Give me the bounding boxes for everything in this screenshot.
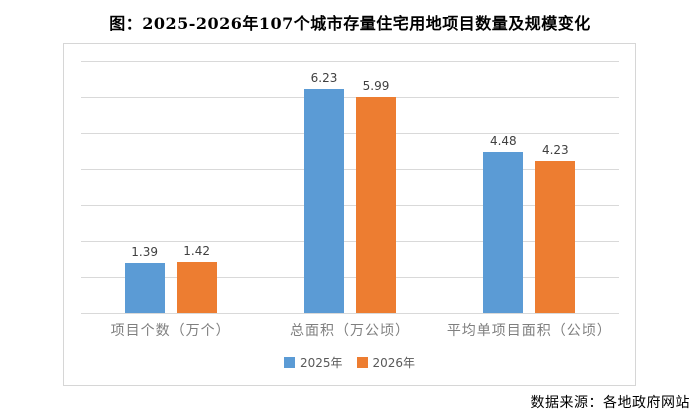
gridline: [81, 277, 619, 278]
bar-2025年: [124, 262, 165, 313]
bar-2026年: [535, 160, 576, 313]
legend-label: 2026年: [372, 356, 416, 370]
data-source-note: 数据来源：各地政府网站: [530, 395, 690, 411]
bar-2025年: [303, 88, 344, 313]
legend: 2025年 2026年: [64, 354, 635, 371]
bar-2026年: [176, 261, 217, 313]
category-label: 项目个数（万个）: [110, 323, 231, 339]
bar-2025年: [483, 151, 524, 313]
bar-value-label: 6.23: [310, 70, 338, 85]
chart-frame: 1.39 1.42 6.23 5.99 4.48 4.23 项目个数（万个） 总面积（万公顷…: [63, 43, 636, 386]
category-label: 总面积（万公顷）: [289, 323, 410, 339]
legend-swatch-icon: [283, 357, 295, 368]
chart-title: 图：2025-2026年107个城市存量住宅用地项目数量及规模变化: [109, 14, 591, 33]
gridline: [81, 169, 619, 170]
x-axis-line: [81, 313, 619, 314]
gridline: [81, 61, 619, 62]
bar-group: 1.39 1.42: [81, 61, 260, 313]
bar-group: 6.23 5.99: [260, 61, 439, 313]
legend-item: 2025年: [283, 354, 343, 371]
legend-label: 2025年: [299, 356, 343, 370]
category-label: 平均单项目面积（公顷）: [446, 323, 612, 339]
bar-value-label: 4.23: [541, 142, 569, 157]
gridline: [81, 97, 619, 98]
bar-value-label: 4.48: [489, 133, 517, 148]
plot-area: 1.39 1.42 6.23 5.99 4.48 4.23: [81, 61, 619, 313]
bar-2026年: [355, 97, 396, 313]
gridline: [81, 241, 619, 242]
legend-item: 2026年: [356, 354, 416, 371]
bar-value-label: 5.99: [362, 79, 390, 94]
legend-swatch-icon: [356, 357, 368, 368]
gridline: [81, 205, 619, 206]
x-axis-labels: 项目个数（万个） 总面积（万公顷） 平均单项目面积（公顷）: [81, 320, 619, 340]
bar-group: 4.48 4.23: [440, 61, 619, 313]
bar-value-label: 1.39: [131, 244, 159, 259]
gridline: [81, 133, 619, 134]
bar-value-label: 1.42: [183, 243, 211, 258]
bar-groups: 1.39 1.42 6.23 5.99 4.48 4.23: [81, 61, 619, 313]
